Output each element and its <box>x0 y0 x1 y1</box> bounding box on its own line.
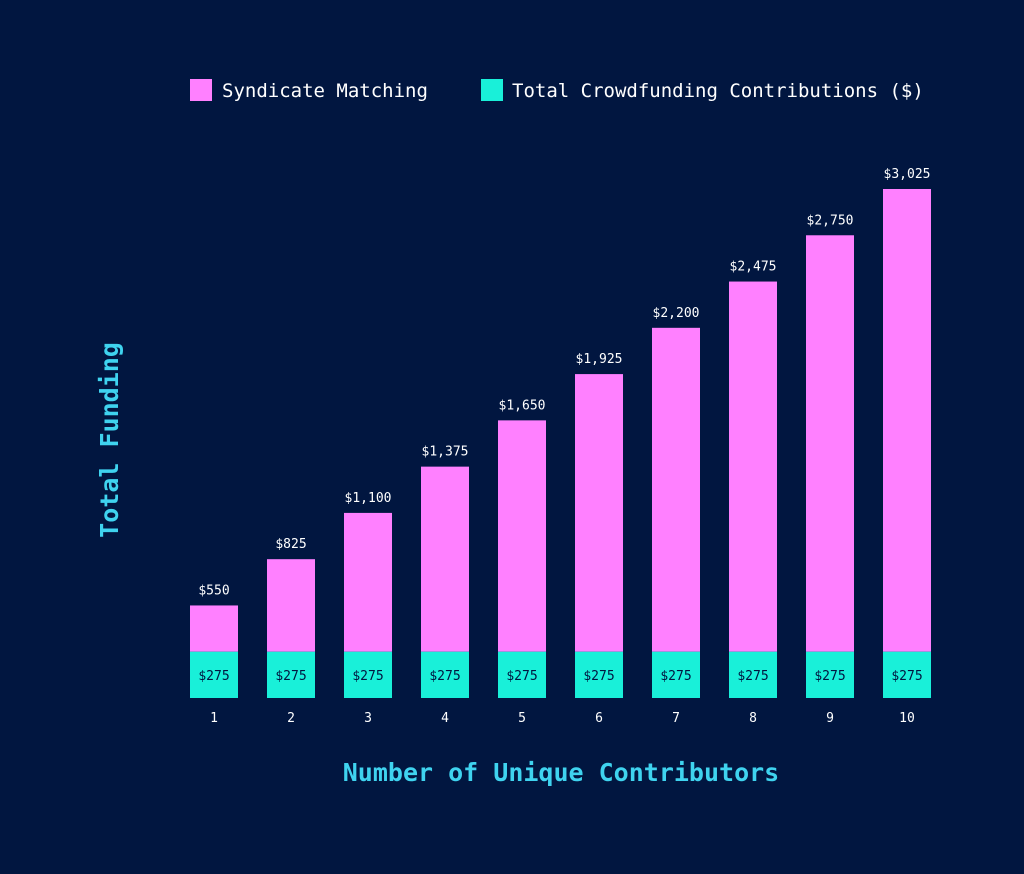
bar-syndicate-matching <box>652 327 700 652</box>
bar-group: $275 $1,375 <box>421 445 469 698</box>
x-tick-label: 3 <box>364 711 372 726</box>
bar-group: $275 $1,650 <box>498 398 546 698</box>
bar-crowdfunding-label: $275 <box>275 669 306 684</box>
bar-total-label: $1,375 <box>422 445 469 460</box>
bar-crowdfunding <box>575 651 623 698</box>
bar-crowdfunding-label: $275 <box>660 669 691 684</box>
x-axis-title: Number of Unique Contributors <box>343 758 780 787</box>
bar-crowdfunding-label: $275 <box>737 669 768 684</box>
bar-crowdfunding <box>344 651 392 698</box>
bar-group: $275 $825 <box>267 537 315 698</box>
x-tick-label: 8 <box>749 711 757 726</box>
bar-crowdfunding-label: $275 <box>198 669 229 684</box>
bar-group: $275 $1,100 <box>344 491 392 698</box>
x-axis-ticks: 1 2 3 4 5 6 7 8 9 10 <box>210 711 915 726</box>
bar-group: $275 $2,750 <box>806 213 854 698</box>
bar-total-label: $1,925 <box>576 352 623 367</box>
bar-group: $275 $2,200 <box>652 306 700 698</box>
bar-syndicate-matching <box>806 235 854 652</box>
bar-crowdfunding-label: $275 <box>429 669 460 684</box>
bar-syndicate-matching <box>267 559 315 652</box>
x-tick-label: 7 <box>672 711 680 726</box>
bar-group: $275 $1,925 <box>575 352 623 698</box>
bar-crowdfunding <box>806 651 854 698</box>
bar-crowdfunding <box>498 651 546 698</box>
bars-group: $275$550$275$825$275$1,100$275$1,375$275… <box>190 167 931 698</box>
bar-crowdfunding <box>729 651 777 698</box>
bar-crowdfunding-label: $275 <box>352 669 383 684</box>
bar-crowdfunding <box>421 651 469 698</box>
bar-total-label: $825 <box>275 537 306 552</box>
legend-label-syndicate: Syndicate Matching <box>222 80 428 102</box>
bar-total-label: $3,025 <box>884 167 931 182</box>
x-tick-label: 1 <box>210 711 218 726</box>
bar-crowdfunding-label: $275 <box>891 669 922 684</box>
bar-group: $275 $2,475 <box>729 260 777 698</box>
x-tick-label: 9 <box>826 711 834 726</box>
x-tick-label: 4 <box>441 711 449 726</box>
bar-syndicate-matching <box>421 466 469 652</box>
bar-syndicate-matching <box>498 420 546 652</box>
bar-total-label: $2,475 <box>730 260 777 275</box>
bar-crowdfunding-label: $275 <box>814 669 845 684</box>
legend-swatch-syndicate <box>190 79 212 101</box>
bar-syndicate-matching <box>344 512 392 652</box>
x-tick-label: 10 <box>899 711 915 726</box>
bar-crowdfunding <box>652 651 700 698</box>
bar-crowdfunding <box>267 651 315 698</box>
bar-total-label: $1,650 <box>499 398 546 413</box>
x-tick-label: 5 <box>518 711 526 726</box>
bar-crowdfunding-label: $275 <box>506 669 537 684</box>
bar-crowdfunding <box>190 651 238 698</box>
x-tick-label: 2 <box>287 711 295 726</box>
bar-total-label: $550 <box>198 583 229 598</box>
bar-syndicate-matching <box>190 605 238 652</box>
bar-syndicate-matching <box>575 374 623 652</box>
bar-total-label: $2,750 <box>807 213 854 228</box>
legend-label-crowdfunding: Total Crowdfunding Contributions ($) <box>512 80 924 102</box>
legend: Syndicate Matching Total Crowdfunding Co… <box>190 79 924 102</box>
bar-total-label: $2,200 <box>653 306 700 321</box>
bar-group: $275 $3,025 <box>883 167 931 698</box>
bar-group: $275 $550 <box>190 583 238 698</box>
y-axis-title: Total Funding <box>95 342 124 538</box>
legend-swatch-crowdfunding <box>481 79 503 101</box>
bar-syndicate-matching <box>883 189 931 652</box>
bar-total-label: $1,100 <box>345 491 392 506</box>
bar-crowdfunding <box>883 651 931 698</box>
x-tick-label: 6 <box>595 711 603 726</box>
bar-crowdfunding-label: $275 <box>583 669 614 684</box>
bar-syndicate-matching <box>729 281 777 652</box>
